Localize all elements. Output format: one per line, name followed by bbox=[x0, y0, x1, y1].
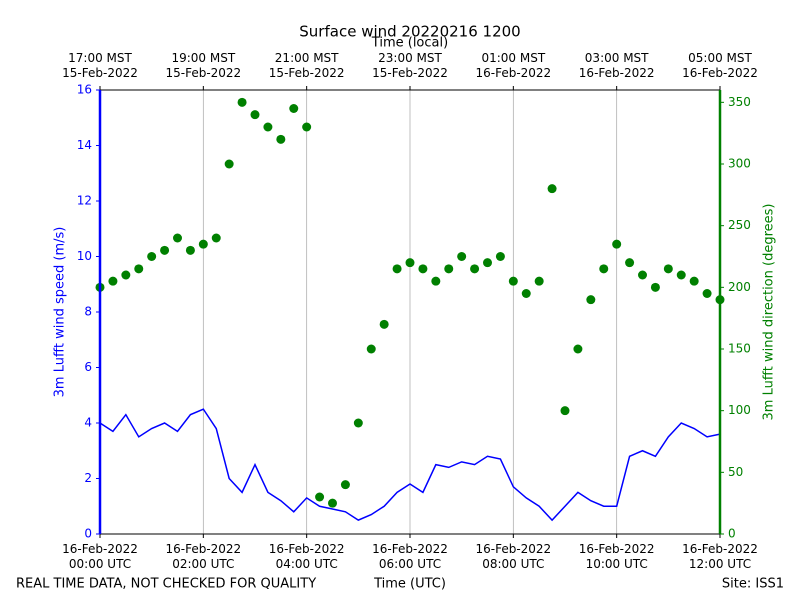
direction-point bbox=[676, 270, 686, 280]
direction-point bbox=[108, 276, 118, 286]
direction-point bbox=[444, 264, 454, 274]
direction-point bbox=[173, 233, 182, 243]
direction-point bbox=[328, 498, 337, 508]
direction-point bbox=[650, 282, 660, 292]
direction-point bbox=[521, 289, 531, 298]
direction-point bbox=[418, 264, 428, 274]
direction-point bbox=[302, 122, 312, 132]
chart-title: Surface wind 20220216 1200 bbox=[299, 23, 520, 41]
direction-point bbox=[534, 276, 544, 286]
x2-tick-label: 21:00 MST 15-Feb-2022 bbox=[268, 51, 345, 80]
y2-tick-label: 300 bbox=[728, 157, 751, 171]
y-tick-label: 16 bbox=[77, 83, 92, 97]
direction-point bbox=[573, 344, 583, 354]
x2-tick-label: 17:00 MST 15-Feb-2022 bbox=[62, 51, 138, 80]
direction-point bbox=[663, 264, 673, 274]
direction-point bbox=[470, 264, 480, 274]
y-tick-label: 8 bbox=[84, 305, 92, 319]
direction-point bbox=[586, 295, 596, 305]
y2-tick-label: 350 bbox=[728, 95, 751, 109]
direction-point bbox=[211, 233, 221, 243]
direction-point bbox=[121, 270, 131, 280]
direction-point bbox=[263, 122, 273, 132]
speed-line bbox=[99, 408, 721, 522]
direction-point bbox=[689, 276, 699, 286]
y-tick-label: 10 bbox=[77, 249, 92, 263]
direction-point bbox=[340, 480, 350, 490]
direction-point bbox=[405, 258, 415, 268]
x-tick-label: 16-Feb-2022 02:00 UTC bbox=[165, 542, 242, 571]
x2-tick-label: 01:00 MST 16-Feb-2022 bbox=[475, 51, 552, 80]
x-tick-label: 16-Feb-2022 10:00 UTC bbox=[578, 542, 655, 571]
direction-point bbox=[250, 110, 260, 120]
x2-tick-label: 03:00 MST 16-Feb-2022 bbox=[578, 51, 655, 80]
direction-point bbox=[134, 264, 144, 274]
direction-point bbox=[547, 184, 557, 194]
y2-tick-label: 200 bbox=[728, 280, 751, 294]
x-tick-label: 16-Feb-2022 06:00 UTC bbox=[372, 542, 448, 571]
direction-point bbox=[457, 252, 467, 261]
x-tick-label: 16-Feb-2022 12:00 UTC bbox=[682, 542, 758, 571]
y-tick-label: 2 bbox=[84, 471, 92, 485]
direction-point bbox=[599, 264, 609, 274]
x2-tick-label: 05:00 MST 16-Feb-2022 bbox=[682, 51, 758, 80]
footer-left: REAL TIME DATA, NOT CHECKED FOR QUALITY bbox=[16, 577, 316, 592]
direction-point bbox=[147, 252, 157, 261]
direction-point bbox=[276, 134, 286, 144]
direction-point bbox=[392, 264, 402, 274]
y2-axis-label: 3m Lufft wind direction (degrees) bbox=[762, 204, 777, 421]
direction-point bbox=[431, 276, 441, 286]
x-tick-label: 16-Feb-2022 00:00 UTC bbox=[62, 542, 138, 571]
y2-tick-label: 100 bbox=[728, 403, 751, 417]
y-tick-label: 12 bbox=[77, 194, 92, 208]
direction-point bbox=[224, 159, 234, 169]
y2-tick-label: 50 bbox=[728, 465, 743, 479]
direction-point bbox=[289, 104, 299, 113]
y2-tick-label: 150 bbox=[728, 342, 751, 356]
direction-point bbox=[366, 344, 376, 354]
y2-tick-label: 0 bbox=[728, 527, 736, 541]
y-tick-label: 6 bbox=[84, 360, 92, 374]
x-axis-label: Time (UTC) bbox=[373, 577, 446, 592]
y2-tick-label: 250 bbox=[728, 218, 751, 232]
footer-right: Site: ISS1 bbox=[722, 577, 784, 592]
x-tick-label: 16-Feb-2022 04:00 UTC bbox=[268, 542, 345, 571]
direction-point bbox=[612, 239, 622, 249]
y-axis-label: 3m Lufft wind speed (m/s) bbox=[53, 227, 68, 398]
direction-point bbox=[483, 258, 492, 268]
direction-point bbox=[353, 418, 363, 428]
y-tick-label: 14 bbox=[77, 138, 92, 152]
direction-point bbox=[560, 406, 570, 416]
direction-point bbox=[508, 276, 518, 286]
direction-point bbox=[160, 245, 170, 255]
direction-point bbox=[702, 289, 712, 298]
direction-point bbox=[625, 258, 635, 268]
direction-point bbox=[237, 97, 247, 107]
direction-point bbox=[198, 239, 208, 249]
x2-tick-label: 19:00 MST 15-Feb-2022 bbox=[165, 51, 242, 80]
direction-point bbox=[638, 270, 647, 280]
direction-point bbox=[185, 245, 195, 255]
y-tick-label: 4 bbox=[84, 416, 92, 430]
y-tick-label: 0 bbox=[84, 527, 92, 541]
direction-point bbox=[315, 492, 325, 502]
x2-tick-label: 23:00 MST 15-Feb-2022 bbox=[372, 51, 448, 80]
x-tick-label: 16-Feb-2022 08:00 UTC bbox=[475, 542, 552, 571]
direction-point bbox=[379, 319, 389, 329]
x2-axis-label: Time (local) bbox=[371, 36, 448, 51]
direction-point bbox=[495, 252, 505, 261]
